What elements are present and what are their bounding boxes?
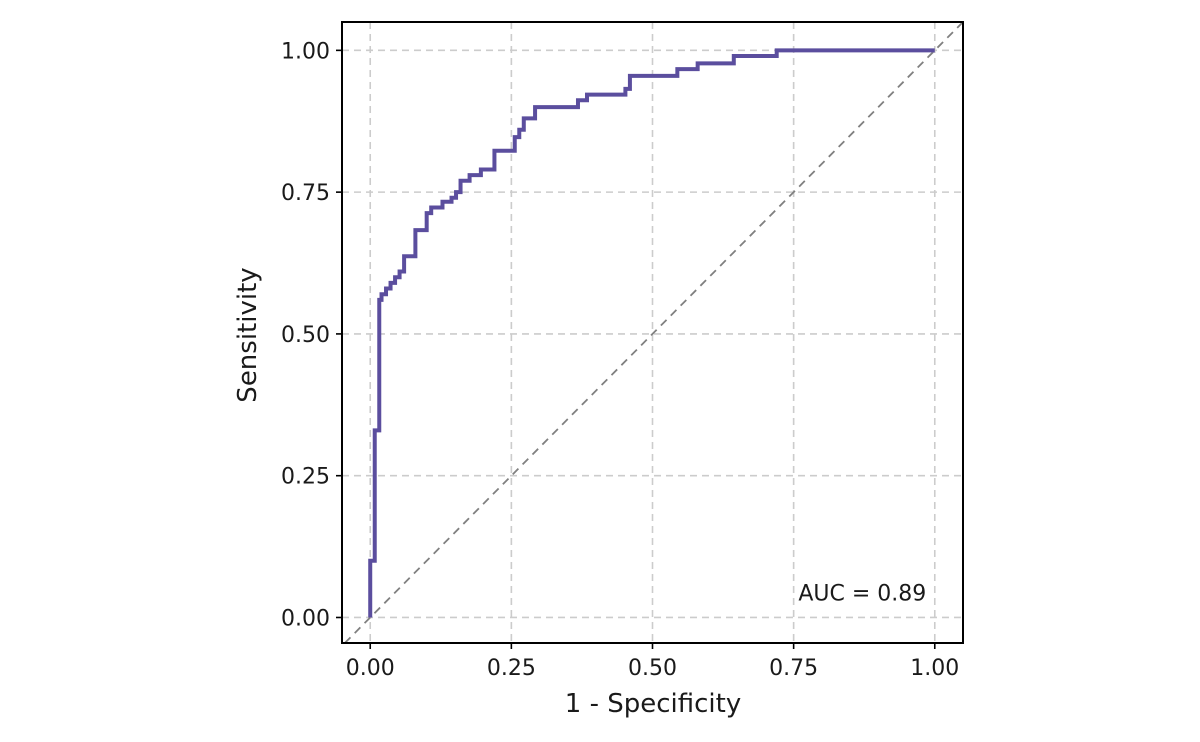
roc-curve-line: [368, 48, 935, 618]
x-tick-label-0: 0.00: [346, 656, 395, 681]
reference-layer: [344, 21, 964, 644]
auc-annotation: AUC = 0.89: [798, 581, 926, 606]
x-axis-title: 1 - Specificity: [565, 689, 741, 719]
x-tick-label-2: 0.50: [628, 656, 677, 681]
x-tick-label-4: 1.00: [910, 656, 959, 681]
y-axis-ticks: 0.00 0.25 0.50 0.75 1.00: [281, 39, 342, 631]
y-tick-label-1: 0.25: [281, 465, 330, 490]
y-tick-label-2: 0.50: [281, 323, 330, 348]
x-axis-ticks: 0.00 0.25 0.50 0.75 1.00: [346, 643, 959, 681]
y-axis-title: Sensitivity: [233, 267, 263, 402]
reference-line-chance: [344, 21, 964, 644]
y-tick-label-4: 1.00: [281, 39, 330, 64]
x-tick-label-1: 0.25: [487, 656, 536, 681]
series-layer: [368, 48, 935, 618]
y-tick-label-3: 0.75: [281, 181, 330, 206]
y-tick-label-0: 0.00: [281, 606, 330, 631]
x-tick-label-3: 0.75: [769, 656, 818, 681]
